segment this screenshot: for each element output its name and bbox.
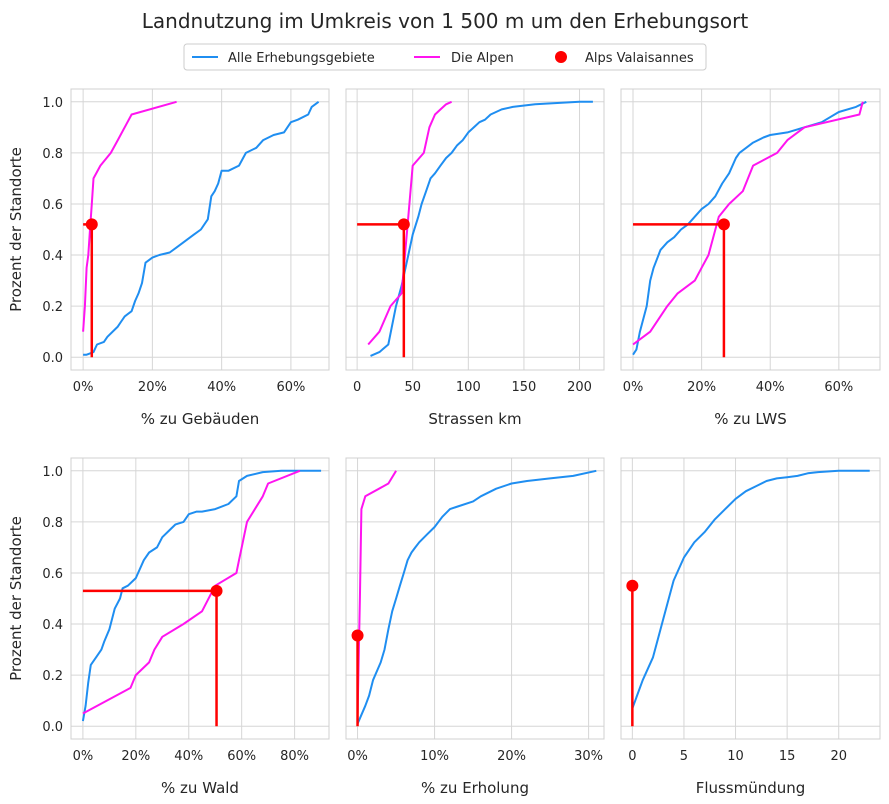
legend-swatch-valais bbox=[555, 51, 567, 63]
series-line-alpen bbox=[632, 101, 864, 346]
legend-label-all: Alle Erhebungsgebiete bbox=[228, 51, 375, 66]
x-tick-label: 60% bbox=[824, 380, 853, 395]
x-axis-label: % zu Gebäuden bbox=[141, 410, 260, 428]
x-tick-label: 0% bbox=[623, 380, 644, 395]
panel-4: 0% 20% 40% 60% 80% 0.0 0.2 0.4 0.6 0.8 1.0 % zu Wal… bbox=[7, 457, 330, 797]
x-tick-label: 40% bbox=[756, 380, 785, 395]
x-tick-label: 30% bbox=[574, 749, 603, 764]
valais-marker bbox=[717, 218, 730, 231]
y-tick-label: 1.0 bbox=[42, 96, 63, 111]
x-tick-label: 0 bbox=[628, 749, 636, 764]
series-line-alle bbox=[356, 469, 597, 725]
panel-5: 0% 10% 20% 30% % zu Erholung bbox=[345, 457, 605, 797]
legend-label-alps: Die Alpen bbox=[451, 51, 514, 66]
legend: Alle Erhebungsgebiete Die Alpen Alps Val… bbox=[183, 43, 707, 71]
panel-frame bbox=[620, 457, 881, 740]
x-tick-label: 150 bbox=[512, 380, 537, 395]
x-tick-label: 60% bbox=[276, 380, 305, 395]
x-tick-label: 100 bbox=[456, 380, 481, 395]
valais-marker bbox=[351, 629, 364, 642]
x-tick-label: 0 bbox=[353, 380, 361, 395]
y-tick-label: 0.4 bbox=[42, 249, 63, 264]
y-tick-label: 0.2 bbox=[42, 669, 63, 684]
x-tick-label: 200 bbox=[567, 380, 592, 395]
y-tick-label: 0.8 bbox=[42, 147, 63, 162]
x-axis-label: % zu LWS bbox=[714, 410, 787, 428]
x-tick-label: 20% bbox=[138, 380, 167, 395]
x-tick-label: 20 bbox=[830, 749, 847, 764]
panel-frame bbox=[70, 457, 330, 740]
x-axis-label: % zu Wald bbox=[161, 779, 239, 797]
panel-frame bbox=[620, 88, 881, 371]
x-tick-label: 50 bbox=[404, 380, 421, 395]
series-line-alle bbox=[83, 100, 320, 356]
x-tick-label: 0% bbox=[73, 749, 94, 764]
panel-frame bbox=[70, 88, 330, 371]
panel-6: 0 5 10 15 20 Flussmündung bbox=[620, 457, 881, 797]
x-tick-label: 15 bbox=[779, 749, 796, 764]
y-tick-label: 0.6 bbox=[42, 198, 63, 213]
x-axis-label: Strassen km bbox=[428, 410, 521, 428]
y-axis-label: Prozent der Standorte bbox=[7, 516, 25, 681]
series-line-alpen bbox=[356, 470, 397, 714]
panel-frame bbox=[345, 88, 605, 371]
y-tick-label: 0.8 bbox=[42, 516, 63, 531]
x-axis-label: % zu Erholung bbox=[421, 779, 529, 797]
x-tick-label: 20% bbox=[497, 749, 526, 764]
series-line-alle bbox=[632, 100, 867, 356]
panel-2: 0 50 100 150 200 Strassen km bbox=[345, 88, 605, 428]
chart-panels: 0% 20% 40% 60% 0.0 0.2 0.4 0.6 0.8 1.0 % zu Gebäud… bbox=[7, 88, 881, 797]
x-tick-label: 20% bbox=[121, 749, 150, 764]
y-tick-label: 0.6 bbox=[42, 567, 63, 582]
x-tick-label: 0% bbox=[73, 380, 94, 395]
x-tick-label: 20% bbox=[687, 380, 716, 395]
valais-marker bbox=[210, 584, 223, 597]
x-tick-label: 60% bbox=[227, 749, 256, 764]
y-tick-label: 0.4 bbox=[42, 618, 63, 633]
y-tick-label: 0.2 bbox=[42, 300, 63, 315]
x-tick-label: 10% bbox=[420, 749, 449, 764]
y-tick-label: 0.0 bbox=[42, 351, 63, 366]
x-axis-label: Flussmündung bbox=[696, 779, 806, 797]
x-tick-label: 0% bbox=[347, 749, 368, 764]
x-tick-label: 80% bbox=[280, 749, 309, 764]
panel-3: 0% 20% 40% 60% % zu LWS bbox=[620, 88, 881, 428]
valais-marker bbox=[397, 218, 410, 231]
y-tick-label: 1.0 bbox=[42, 465, 63, 480]
y-axis-label: Prozent der Standorte bbox=[7, 147, 25, 312]
x-tick-label: 40% bbox=[174, 749, 203, 764]
valais-marker bbox=[626, 579, 639, 592]
panel-frame bbox=[345, 457, 605, 740]
x-tick-label: 40% bbox=[207, 380, 236, 395]
series-line-alpen bbox=[82, 469, 301, 715]
chart-title: Landnutzung im Umkreis von 1 500 m um de… bbox=[142, 9, 749, 33]
series-line-alle bbox=[631, 469, 870, 709]
x-tick-label: 10 bbox=[727, 749, 744, 764]
series-line-alpen bbox=[82, 100, 177, 332]
legend-label-valais: Alps Valaisannes bbox=[585, 51, 694, 66]
y-tick-label: 0.0 bbox=[42, 720, 63, 735]
valais-marker bbox=[85, 218, 98, 231]
panel-1: 0% 20% 40% 60% 0.0 0.2 0.4 0.6 0.8 1.0 % zu Gebäud… bbox=[7, 88, 330, 428]
x-tick-label: 5 bbox=[680, 749, 688, 764]
series-line-alpen bbox=[367, 100, 453, 346]
series-line-alle bbox=[81, 469, 322, 722]
